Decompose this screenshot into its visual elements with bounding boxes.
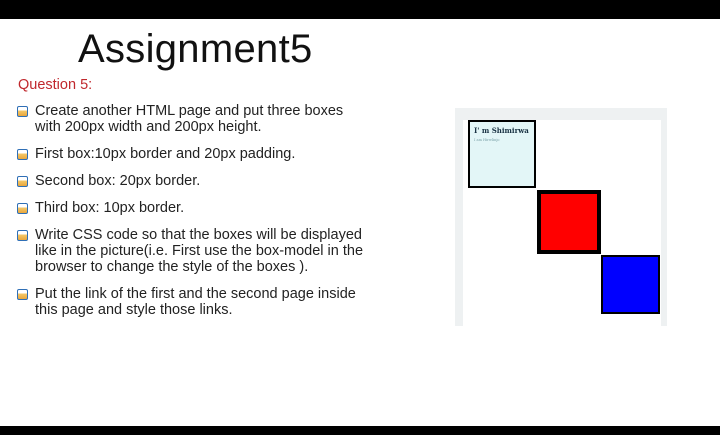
bullet-box-icon	[17, 106, 28, 117]
first-box-subtext: I am Hirwlinjo	[474, 138, 500, 142]
top-black-bar	[0, 0, 720, 19]
bullet-box-icon	[17, 203, 28, 214]
bullet-text: Write CSS code so that the boxes will be…	[35, 227, 364, 275]
question-label: Question 5:	[18, 77, 93, 93]
bullet-box-icon	[17, 176, 28, 187]
bullet-text: Second box: 20px border.	[35, 173, 201, 189]
bottom-black-bar	[0, 426, 720, 435]
slide-title: Assignment5	[78, 27, 313, 71]
first-box-heading: I' m Shimirwa	[474, 126, 529, 135]
first-box: I' m Shimirwa I am Hirwlinjo	[468, 120, 536, 188]
example-picture: I' m Shimirwa I am Hirwlinjo	[455, 108, 667, 326]
bullet-box-icon	[17, 289, 28, 300]
bullet-text: Create another HTML page and put three b…	[35, 103, 344, 135]
bullet-text: Put the link of the first and the second…	[35, 286, 356, 318]
third-box	[601, 255, 660, 314]
second-box	[537, 190, 601, 254]
list-item: Write CSS code so that the boxes will be…	[16, 227, 366, 275]
bullet-box-icon	[17, 230, 28, 241]
list-item: Third box: 10px border.	[16, 200, 366, 216]
list-item: Second box: 20px border.	[16, 173, 366, 189]
bullet-list: Create another HTML page and put three b…	[16, 103, 366, 318]
list-item: First box:10px border and 20px padding.	[16, 146, 366, 162]
bullet-text: First box:10px border and 20px padding.	[35, 146, 296, 162]
bullet-box-icon	[17, 149, 28, 160]
list-item: Create another HTML page and put three b…	[16, 103, 366, 135]
example-page: I' m Shimirwa I am Hirwlinjo	[463, 120, 661, 326]
list-item: Put the link of the first and the second…	[16, 286, 366, 318]
bullet-text: Third box: 10px border.	[35, 200, 185, 216]
